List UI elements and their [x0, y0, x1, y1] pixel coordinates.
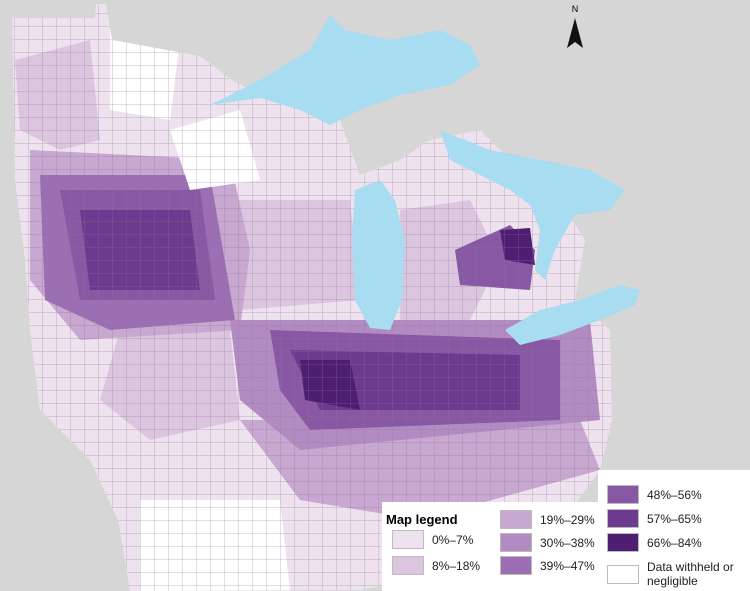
legend-swatch — [607, 564, 639, 584]
legend-item: 0%–7% — [392, 530, 524, 549]
legend-label: 0%–7% — [432, 532, 474, 547]
legend-item: 39%–47% — [500, 556, 632, 575]
lake-michigan — [352, 180, 405, 330]
legend-label: 66%–84% — [647, 535, 702, 550]
legend-label: 30%–38% — [540, 535, 595, 550]
legend-swatch — [607, 485, 639, 504]
legend-item: 57%–65% — [607, 509, 739, 528]
legend-item: 19%–29% — [500, 510, 632, 529]
lake-superior — [210, 15, 480, 125]
legend-swatch — [500, 510, 532, 529]
legend-label: Data withheld or negligible — [647, 560, 734, 588]
legend-swatch — [607, 509, 639, 528]
legend-label: 8%–18% — [432, 558, 481, 573]
legend-swatch — [607, 533, 639, 552]
legend-item: 48%–56% — [607, 485, 739, 504]
legend-swatch — [500, 533, 532, 552]
north-arrow — [567, 18, 583, 48]
lakes — [210, 15, 640, 345]
legend-title: Map legend — [386, 512, 458, 527]
legend-swatch — [500, 556, 532, 575]
legend-item: 8%–18% — [392, 556, 524, 575]
compass-label: N — [572, 4, 579, 14]
lake-huron — [440, 130, 625, 280]
legend-label: 39%–47% — [540, 558, 595, 573]
legend-label: 48%–56% — [647, 487, 702, 502]
legend-swatch — [392, 556, 424, 575]
legend-item: 30%–38% — [500, 533, 632, 552]
lake-erie — [505, 285, 640, 345]
legend-item: 66%–84% — [607, 533, 739, 552]
legend-label: 57%–65% — [647, 511, 702, 526]
legend-label: 19%–29% — [540, 512, 595, 527]
legend-swatch — [392, 530, 424, 549]
legend-item: Data withheld or negligible — [607, 560, 739, 588]
